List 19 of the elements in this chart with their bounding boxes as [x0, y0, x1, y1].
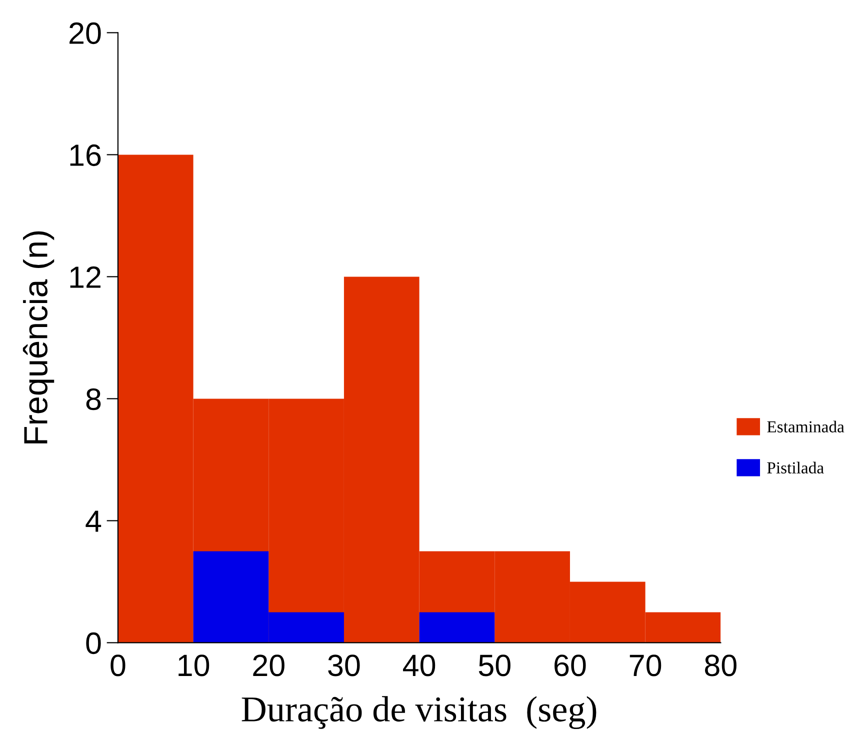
y-tick-label: 8 [86, 388, 101, 410]
y-tick-label: 20 [70, 22, 101, 44]
x-tick-label: 10 [178, 654, 210, 676]
x-axis-title: Duração de visitas (seg) [242, 696, 596, 730]
legend-label: Pistilada [767, 462, 824, 474]
y-tick-label: 4 [86, 510, 102, 532]
x-tick-label: 50 [478, 654, 510, 676]
x-tick-label: 60 [554, 654, 586, 676]
y-tick-label: 16 [70, 144, 101, 166]
x-tick-label: 30 [328, 654, 360, 676]
y-tick-label: 12 [70, 266, 100, 288]
x-tick-label: 40 [403, 654, 436, 676]
x-tick-label: 20 [253, 654, 284, 676]
legend-label: Estaminada [767, 420, 844, 432]
y-axis-title: Frequência (n) [22, 231, 54, 444]
x-tick-label: 70 [630, 654, 662, 676]
x-tick-label: 80 [704, 654, 736, 676]
y-tick-label: 0 [86, 632, 101, 654]
x-tick-label: 0 [110, 654, 126, 676]
